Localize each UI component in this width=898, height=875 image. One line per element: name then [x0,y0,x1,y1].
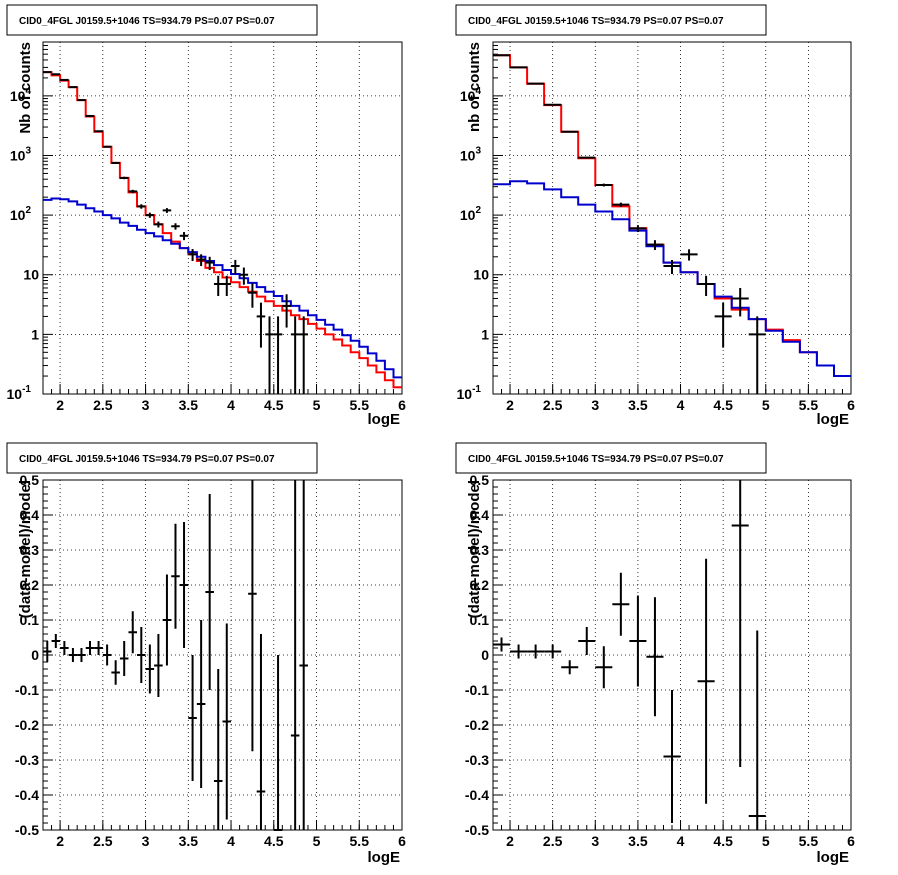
x-tick-label: 4.5 [264,397,284,413]
x-tick-label: 4 [677,833,685,849]
y-tick-label: 1 [31,326,39,342]
x-tick-label: 2 [56,833,64,849]
y-axis-label: nb of counts [466,42,483,132]
chart-panel-1: 2 2.5 3 3.5 4 4.5 5 5.5 610-1110102103104CID0_4F… [6,4,406,428]
x-tick-label: 4 [227,833,235,849]
x-tick-label: 2 [506,397,514,413]
y-tick-label: -0.5 [465,822,489,838]
y-tick-label: 0.1 [470,612,490,628]
x-tick-label: 3 [591,833,599,849]
y-axis-label: Nb of counts [17,42,34,134]
x-tick-label: 5 [762,397,770,413]
y-tick-label: 10 [23,267,39,283]
y-tick-label: 0 [31,647,39,663]
title-box [455,442,767,474]
chart-title: CID0_4FGL J0159.5+1046 TS=934.79 PS=0.07… [468,16,724,27]
plot-frame [42,479,403,831]
x-axis-label: logE [368,849,401,866]
x-tick-label: 4.5 [713,397,733,413]
y-tick-label: -0.5 [15,822,39,838]
x-tick-label: 3 [142,397,150,413]
x-tick-label: 5.5 [350,833,370,849]
chart-panel-2: 2 2.5 3 3.5 4 4.5 5 5.5 610-1110102103104CID0_4F… [455,4,855,428]
plot-frame [42,41,403,395]
series-line-2 [43,197,402,379]
y-tick-label: 102 [10,205,32,223]
chart-panel-4: 2 2.5 3 3.5 4 4.5 5 5.5 6 -0.5 -0.4 -0.3 -0.2 -0.1 0 0.… [455,442,855,866]
x-tick-label: 2 [56,397,64,413]
x-axis-label: logE [368,411,401,428]
x-tick-label: 2.5 [543,833,563,849]
y-tick-label: -0.2 [465,717,489,733]
title-box [6,4,318,36]
x-tick-label: 2.5 [93,833,113,849]
y-tick-label: 0 [481,647,489,663]
y-axis-label: (data-model)/model [17,480,34,618]
x-tick-label: 6 [847,397,855,413]
x-tick-label: 4.5 [713,833,733,849]
chart-title: CID0_4FGL J0159.5+1046 TS=934.79 PS=0.07… [19,454,275,465]
x-tick-label: 5 [313,397,321,413]
x-tick-label: 3.5 [179,833,199,849]
y-axis-label: (data-model)/model [466,480,483,618]
chart-panel-3: 2 2.5 3 3.5 4 4.5 5 5.5 6 -0.5 -0.4 -0.3 -0.2 -0.1 0 0.… [6,442,406,866]
x-tick-label: 5.5 [799,397,819,413]
y-tick-label: -0.1 [15,682,39,698]
y-tick-label: 0.4 [20,507,40,523]
chart-title: CID0_4FGL J0159.5+1046 TS=934.79 PS=0.07… [19,16,275,27]
title-box [455,4,767,36]
x-tick-label: 6 [847,833,855,849]
y-tick-label: 1 [481,326,489,342]
y-tick-label: 103 [10,145,32,163]
x-tick-label: 5 [313,833,321,849]
y-tick-label: 102 [460,205,482,223]
x-tick-label: 5.5 [799,833,819,849]
y-tick-label: -0.4 [15,787,39,803]
x-axis-label: logE [817,849,850,866]
x-tick-label: 3 [142,833,150,849]
x-tick-label: 5.5 [350,397,370,413]
x-tick-label: 2 [506,833,514,849]
y-tick-label: 103 [460,145,482,163]
y-tick-label: 10 [473,267,489,283]
y-tick-label: 0.3 [470,542,490,558]
x-tick-label: 3.5 [179,397,199,413]
y-tick-label: -0.1 [465,682,489,698]
chart-title: CID0_4FGL J0159.5+1046 TS=934.79 PS=0.07… [468,454,724,465]
x-axis-label: logE [817,411,850,428]
y-tick-label: -0.4 [465,787,489,803]
series-line-1 [43,71,402,389]
x-tick-label: 4.5 [264,833,284,849]
y-tick-label: 10-1 [7,384,32,402]
y-tick-label: 0.3 [20,542,40,558]
x-tick-label: 6 [398,397,406,413]
x-tick-label: 6 [398,833,406,849]
y-tick-label: 0.2 [20,577,40,593]
title-box [6,442,318,474]
x-tick-label: 2.5 [93,397,113,413]
y-tick-label: -0.3 [465,752,489,768]
x-tick-label: 3 [591,397,599,413]
x-tick-label: 4 [677,397,685,413]
y-tick-label: 0.2 [470,577,490,593]
x-tick-label: 3.5 [628,833,648,849]
x-tick-label: 5 [762,833,770,849]
y-tick-label: 0.5 [20,472,40,488]
x-tick-label: 4 [227,397,235,413]
x-tick-label: 3.5 [628,397,648,413]
y-tick-label: 10-1 [457,384,482,402]
x-tick-label: 2.5 [543,397,563,413]
y-tick-label: 0.4 [470,507,490,523]
y-tick-label: 0.5 [470,472,490,488]
y-tick-label: 0.1 [20,612,40,628]
y-tick-label: -0.2 [15,717,39,733]
y-tick-label: -0.3 [15,752,39,768]
